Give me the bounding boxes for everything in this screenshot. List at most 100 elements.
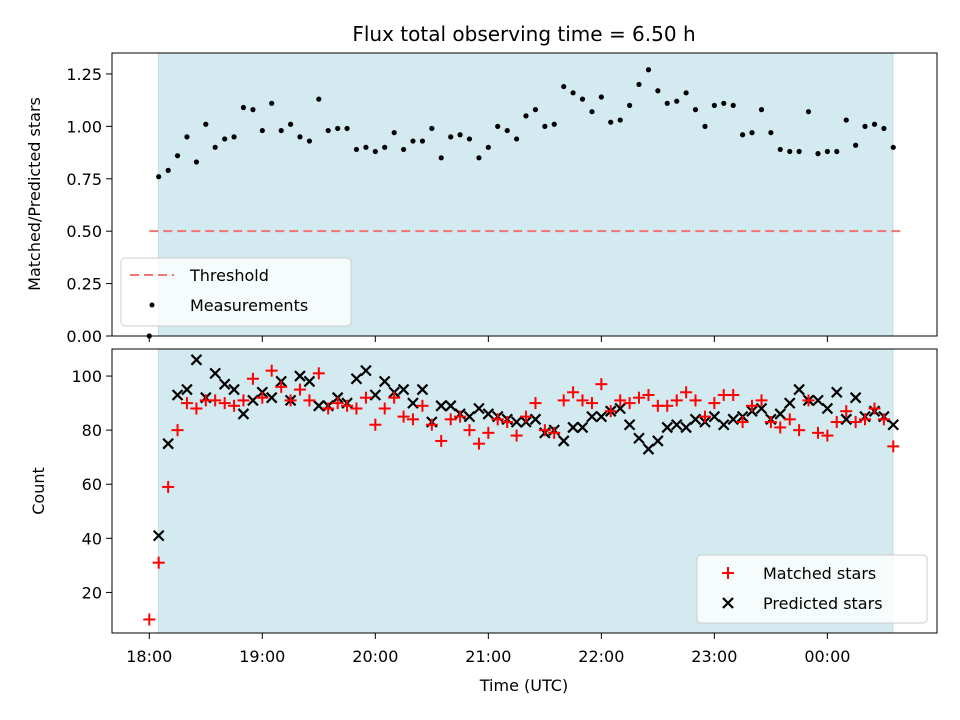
matched-star-point — [689, 394, 702, 407]
measurement-point — [636, 81, 642, 88]
matched-star-point — [802, 394, 815, 407]
top-legend-box — [120, 257, 352, 327]
matched-star-point — [246, 372, 259, 385]
matched-star-point — [265, 364, 278, 377]
predicted-star-point — [444, 400, 457, 412]
predicted-star-point — [152, 529, 165, 542]
matched-star-point — [548, 426, 561, 439]
measurement-point — [702, 123, 708, 129]
top-y-ticks: 0.00 0.25 0.50 0.75 1.00 1.25 — [66, 65, 112, 346]
matched-star-point — [783, 413, 796, 426]
matched-star-point — [284, 394, 297, 407]
measurement-point — [881, 125, 887, 132]
measurement-point — [787, 148, 793, 155]
top-x-ticks — [148, 336, 828, 342]
matched-star-point — [727, 388, 740, 401]
predicted-star-point — [265, 391, 278, 404]
matched-star-point — [171, 424, 184, 437]
matched-star-point — [444, 413, 457, 426]
matched-star-point — [830, 416, 843, 429]
matched-star-point — [388, 391, 401, 404]
matched-star-point — [859, 413, 872, 426]
chart-title: Flux total observing time = 6.50 h — [352, 22, 695, 46]
measurement-point — [222, 136, 228, 142]
x-tick-label: 00:00 — [804, 647, 850, 666]
measurement-point — [504, 127, 510, 134]
measurement-point — [683, 90, 689, 96]
predicted-star-point — [567, 421, 579, 434]
measurement-point — [542, 123, 548, 129]
matched-star-point — [416, 399, 429, 412]
measurement-point — [438, 155, 444, 161]
predicted-star-point — [435, 400, 447, 412]
predicted-star-point — [755, 402, 768, 415]
predicted-star-point — [209, 367, 221, 380]
matched-star-point — [435, 434, 448, 447]
predicted-star-point — [294, 370, 306, 382]
matched-star-point — [275, 380, 288, 393]
matched-star-point — [680, 386, 693, 399]
legend-matched-swatch — [722, 567, 734, 579]
predicted-star-point — [397, 383, 410, 396]
matched-star-point — [180, 397, 193, 410]
measurement-point — [382, 144, 388, 150]
matched-star-point — [256, 391, 269, 404]
matched-star-point — [397, 410, 410, 423]
bottom-y-ticks: 20 40 60 80 100 — [71, 367, 112, 602]
predicted-star-point — [510, 416, 523, 428]
measurement-point — [250, 107, 256, 113]
matched-star-point — [491, 413, 504, 426]
bottom-y-tick-label: 60 — [82, 475, 102, 494]
measurement-point — [193, 159, 200, 165]
bottom-legend-box — [696, 554, 928, 624]
bottom-y-tick-label: 40 — [82, 529, 102, 548]
matched-star-point — [708, 397, 721, 410]
predicted-star-point — [840, 413, 853, 426]
matched-star-point — [632, 391, 645, 404]
measurement-point — [391, 130, 397, 136]
measurement-point — [372, 148, 378, 155]
matched-star-point — [143, 613, 156, 626]
measurement-point — [532, 107, 539, 113]
top-panel: 0.00 0.25 0.50 0.75 1.00 1.25 Matched/Predict… — [25, 52, 938, 346]
predicted-star-point — [576, 421, 589, 434]
bottom-y-tick-label: 20 — [82, 583, 102, 602]
measurement-point — [203, 121, 209, 127]
measurement-point — [523, 113, 529, 119]
predicted-star-point — [162, 437, 174, 450]
predicted-star-point — [350, 372, 363, 385]
measurement-points — [146, 67, 896, 339]
measurement-point — [749, 130, 755, 136]
measurement-point — [777, 146, 783, 153]
x-tick-label: 21:00 — [465, 647, 511, 666]
matched-star-point — [463, 424, 476, 437]
measurement-point — [466, 136, 473, 142]
matched-star-point — [623, 397, 636, 410]
matched-star-point — [303, 394, 316, 407]
bottom-legend: Matched stars Predicted stars — [696, 554, 928, 624]
matched-star-point — [698, 410, 711, 423]
predicted-star-point — [680, 421, 692, 434]
legend-measurements-swatch — [149, 302, 155, 308]
bottom-y-axis-label: Count — [29, 467, 48, 515]
predicted-star-point — [670, 418, 683, 431]
top-legend: Threshold Measurements — [120, 257, 352, 327]
measurement-point — [156, 174, 162, 180]
measurement-point — [231, 134, 237, 140]
measurement-point — [805, 109, 812, 115]
measurement-point — [579, 96, 586, 102]
predicted-star-point — [633, 432, 645, 445]
matched-star-point — [755, 394, 768, 407]
matched-star-point — [454, 410, 467, 423]
matched-star-point — [501, 416, 514, 429]
predicted-star-point — [369, 389, 382, 401]
bottom-y-tick-label: 100 — [71, 367, 102, 386]
measurement-point — [174, 153, 181, 159]
predicted-star-point — [228, 383, 240, 396]
predicted-star-point — [303, 375, 316, 388]
predicted-star-point — [717, 418, 730, 431]
matched-star-point — [190, 402, 203, 415]
matched-star-point — [322, 402, 335, 415]
matched-star-point — [868, 402, 881, 415]
